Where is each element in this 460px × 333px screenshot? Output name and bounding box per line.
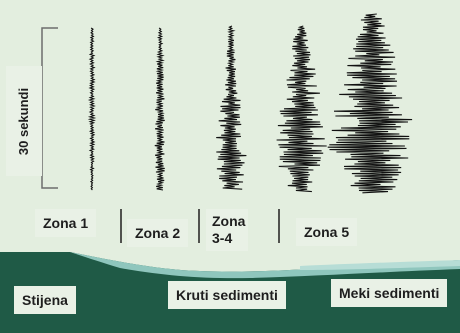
duration-bracket	[41, 27, 58, 189]
stiff-sediments-label: Kruti sedimenti	[168, 281, 286, 309]
zone-1-seismogram	[87, 27, 97, 191]
soft-sediment-band	[300, 260, 460, 270]
zone-1-label: Zona 1	[35, 209, 97, 237]
zone-5a-seismogram	[276, 25, 327, 193]
soft-sediments-label: Meki sedimenti	[331, 279, 448, 307]
zone-2-label: Zona 2	[127, 219, 189, 247]
zone-2-seismogram	[154, 27, 165, 191]
rock-label: Stijena	[14, 286, 76, 314]
zone-3-4-seismogram	[216, 25, 247, 190]
duration-label-text: 30 sekundi	[16, 87, 32, 155]
sediment-layer	[70, 252, 460, 279]
zone-5b-seismogram	[327, 13, 413, 194]
zone-3-4-label: Zona 3-4	[206, 209, 248, 251]
zone-5-label: Zona 5	[296, 218, 358, 246]
duration-label: 30 sekundi	[6, 66, 42, 176]
